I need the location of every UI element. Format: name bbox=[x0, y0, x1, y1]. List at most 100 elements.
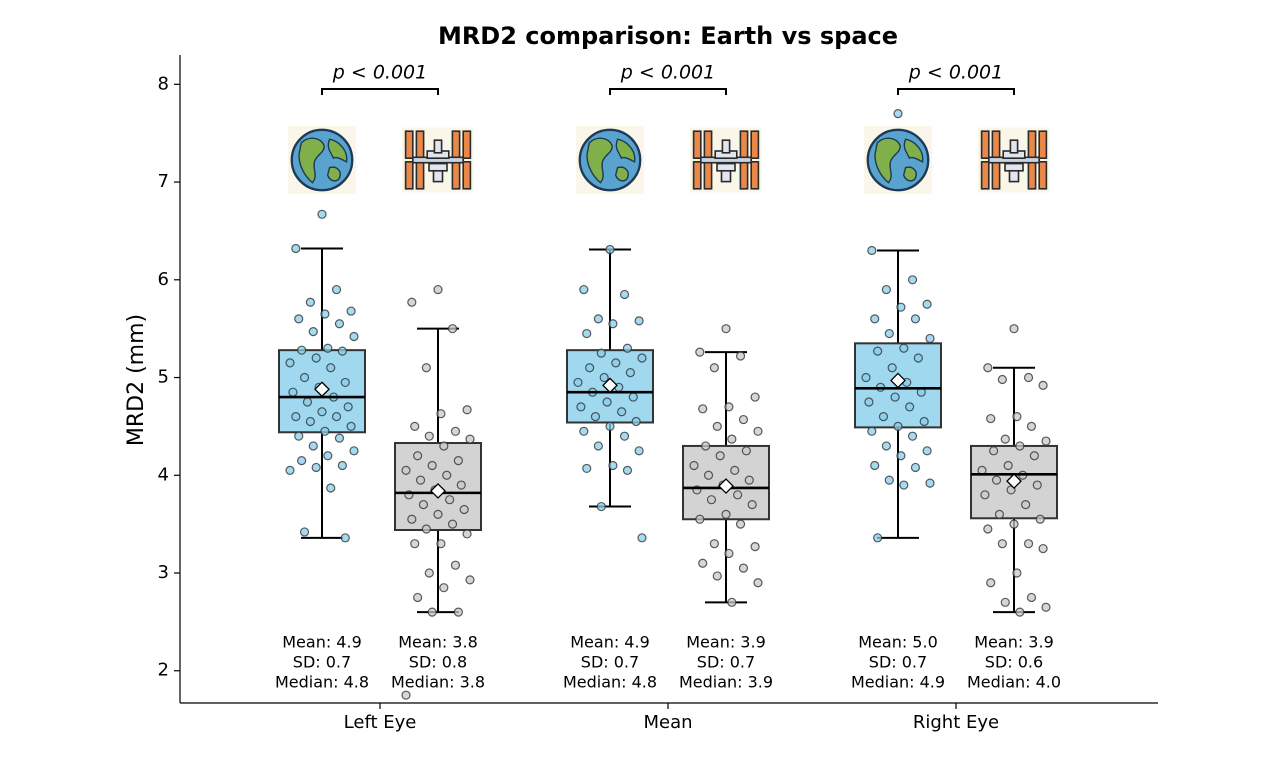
data-point bbox=[410, 421, 420, 432]
x-tick-label: Mean bbox=[643, 712, 692, 733]
data-point bbox=[311, 353, 321, 363]
data-point bbox=[994, 509, 1005, 519]
data-point bbox=[698, 404, 708, 414]
data-point bbox=[320, 309, 330, 319]
data-point bbox=[407, 297, 417, 307]
stats-label: Mean: 4.9 bbox=[282, 633, 362, 652]
data-point bbox=[1038, 543, 1048, 554]
stats-label: Mean: 4.9 bbox=[570, 633, 650, 652]
data-point bbox=[1023, 372, 1034, 383]
mean-marker bbox=[718, 478, 734, 494]
mean-marker bbox=[314, 381, 330, 398]
data-point bbox=[1009, 519, 1019, 529]
significance-label: p < 0.001 bbox=[620, 62, 715, 84]
data-point bbox=[735, 519, 746, 529]
data-point bbox=[323, 451, 333, 461]
data-point bbox=[1009, 324, 1019, 334]
data-point bbox=[436, 539, 446, 549]
data-point bbox=[986, 413, 996, 424]
data-point bbox=[302, 397, 313, 407]
data-point bbox=[462, 529, 472, 539]
data-point bbox=[750, 542, 760, 552]
data-point bbox=[637, 533, 647, 543]
data-point bbox=[997, 539, 1007, 549]
data-point bbox=[730, 465, 740, 475]
data-point bbox=[701, 441, 711, 451]
data-point bbox=[427, 460, 437, 471]
data-point bbox=[593, 441, 603, 451]
data-point bbox=[741, 446, 751, 456]
data-point bbox=[986, 578, 996, 588]
data-point bbox=[439, 583, 449, 593]
data-point bbox=[415, 475, 426, 485]
data-point bbox=[291, 412, 301, 422]
data-point bbox=[456, 480, 466, 490]
data-point bbox=[450, 560, 461, 570]
data-point bbox=[619, 289, 630, 300]
data-point bbox=[340, 377, 350, 388]
stats-label: SD: 0.6 bbox=[985, 653, 1043, 672]
data-point bbox=[628, 392, 638, 402]
data-point bbox=[753, 578, 763, 588]
data-point bbox=[1012, 412, 1022, 422]
data-point bbox=[712, 421, 722, 432]
data-point bbox=[308, 326, 318, 337]
icon bbox=[286, 126, 358, 194]
data-point bbox=[925, 333, 935, 344]
data-point bbox=[896, 302, 906, 312]
data-point bbox=[305, 416, 315, 427]
data-point bbox=[870, 314, 880, 324]
data-point bbox=[864, 397, 874, 407]
data-point bbox=[611, 358, 621, 368]
data-point bbox=[750, 392, 760, 402]
data-point bbox=[326, 363, 336, 373]
data-point bbox=[340, 533, 350, 543]
data-point bbox=[576, 402, 586, 412]
data-point bbox=[453, 456, 463, 466]
data-point bbox=[285, 358, 295, 368]
data-point bbox=[870, 460, 880, 471]
data-point bbox=[735, 351, 746, 361]
data-point bbox=[346, 306, 356, 316]
data-point bbox=[590, 412, 601, 422]
data-point bbox=[983, 524, 993, 534]
data-point bbox=[709, 539, 719, 549]
data-point bbox=[331, 284, 342, 295]
x-tick-label: Right Eye bbox=[913, 712, 999, 733]
y-tick-label: 3 bbox=[158, 562, 169, 583]
data-point bbox=[401, 690, 411, 700]
data-point bbox=[1029, 451, 1039, 461]
data-point bbox=[602, 397, 612, 407]
icon bbox=[978, 126, 1050, 194]
data-point bbox=[288, 387, 298, 397]
data-point bbox=[294, 431, 304, 441]
data-point bbox=[890, 392, 900, 402]
data-point bbox=[1003, 460, 1013, 471]
stats-label: Median: 4.9 bbox=[851, 673, 945, 692]
data-point bbox=[913, 353, 923, 363]
y-axis-label: MRD2 (mm) bbox=[124, 314, 149, 446]
data-point bbox=[401, 465, 411, 475]
data-point bbox=[436, 409, 446, 419]
stats-label: Mean: 3.8 bbox=[398, 633, 478, 652]
data-point bbox=[1021, 499, 1031, 510]
data-point bbox=[622, 343, 633, 353]
data-point bbox=[421, 524, 431, 534]
data-point bbox=[337, 346, 347, 356]
data-point bbox=[424, 431, 434, 441]
data-point bbox=[462, 405, 472, 415]
data-point bbox=[698, 558, 708, 568]
data-point bbox=[299, 372, 310, 383]
data-point bbox=[727, 597, 737, 607]
data-point bbox=[878, 412, 889, 422]
data-point bbox=[334, 319, 345, 329]
data-point bbox=[418, 499, 429, 510]
data-point bbox=[297, 345, 307, 355]
data-point bbox=[349, 446, 359, 456]
data-point bbox=[1023, 539, 1034, 549]
data-point bbox=[323, 343, 333, 353]
data-point bbox=[605, 421, 615, 432]
data-point bbox=[596, 348, 606, 358]
data-point bbox=[1041, 436, 1051, 446]
